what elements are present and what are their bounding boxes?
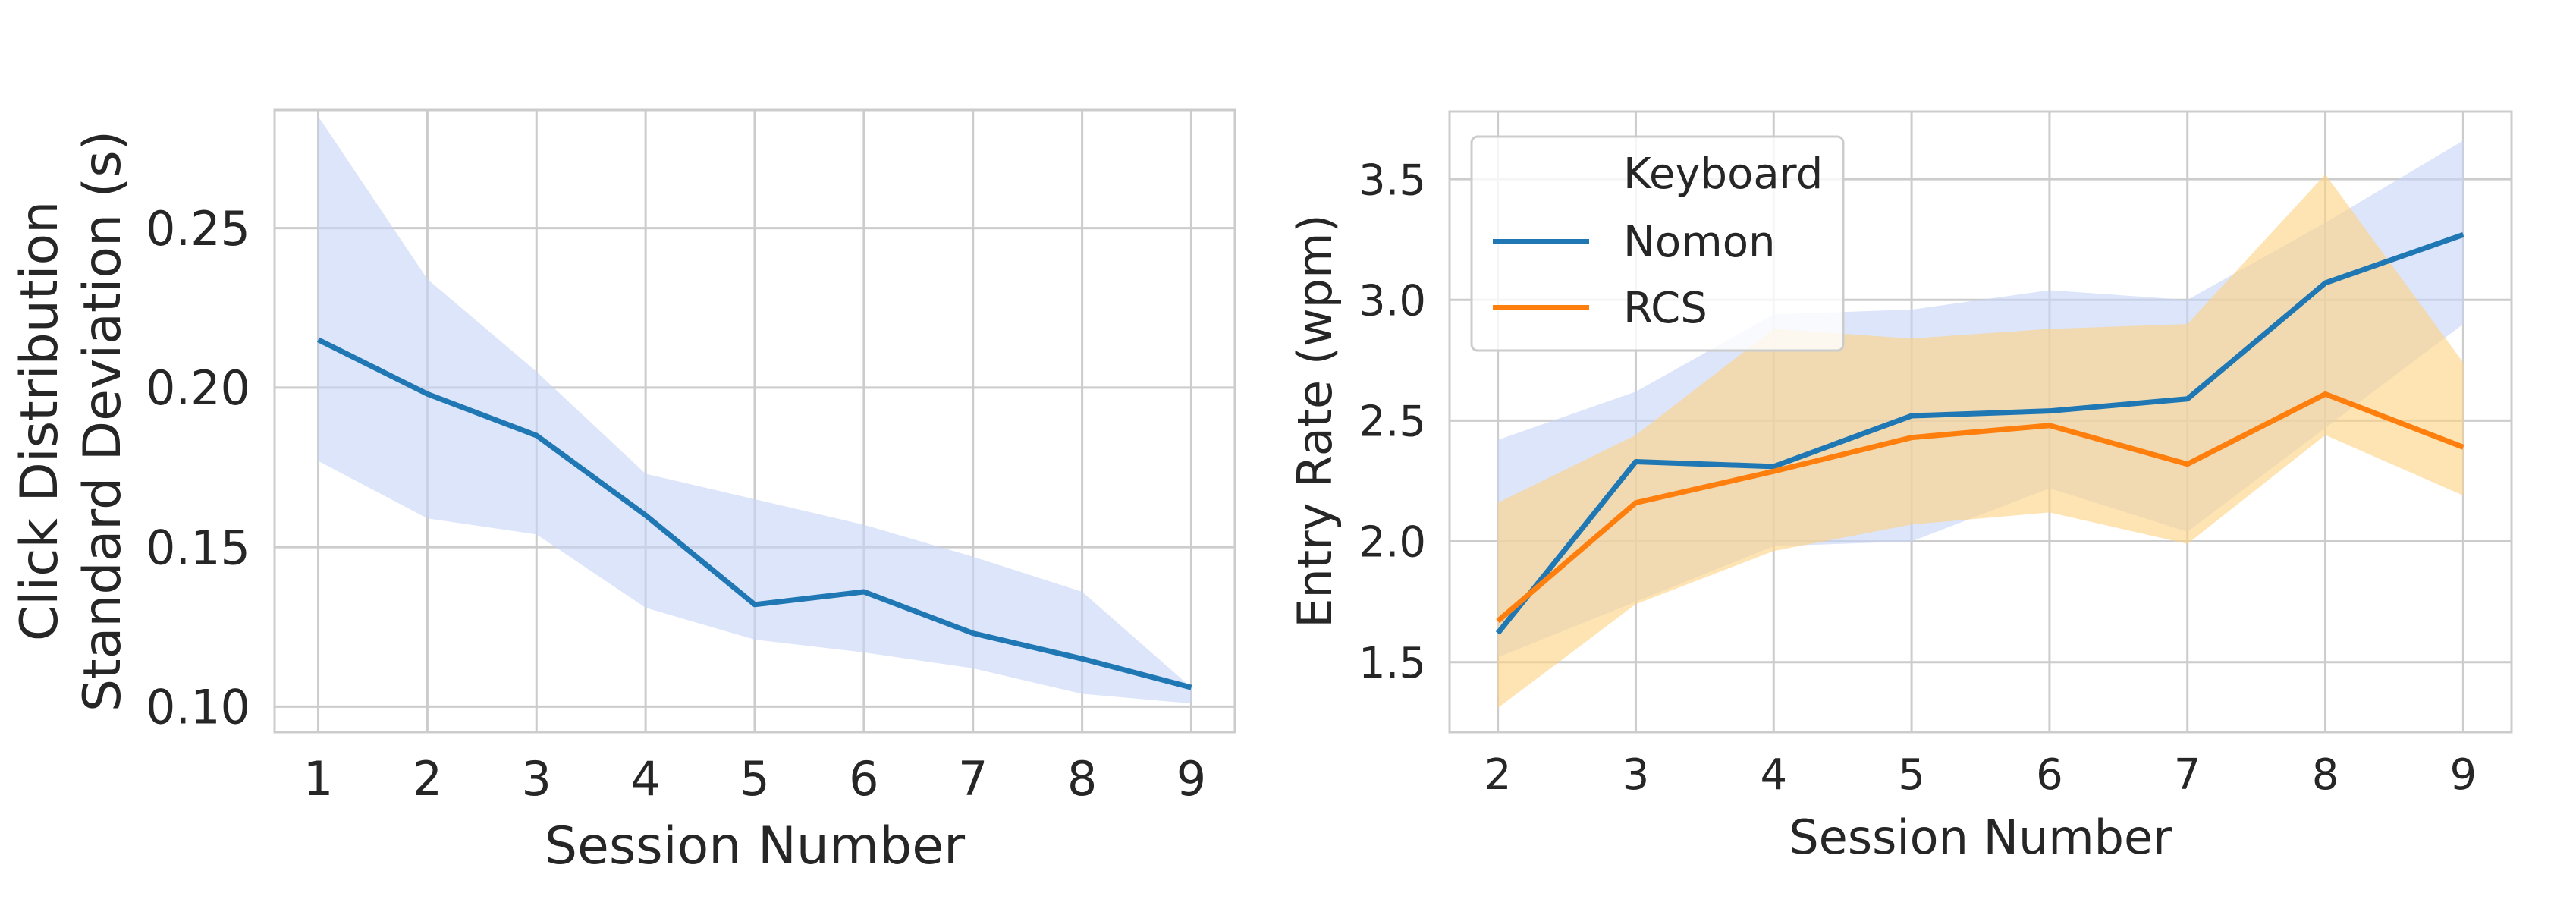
legend: Keyboard Nomon RCS [1470, 135, 1845, 352]
confidence-bands [318, 116, 1192, 704]
x-tick-label: 2 [1484, 750, 1512, 800]
y-tick-label: 0.15 [146, 520, 250, 575]
confidence-bands [1497, 140, 2464, 709]
legend-title: Keyboard [1623, 149, 1823, 199]
x-tick-label: 9 [1176, 751, 1206, 807]
series-lines [1495, 232, 2464, 635]
x-tick-label: 5 [740, 751, 769, 807]
x-tick-labels: 1 2 3 4 5 6 7 8 9 [303, 751, 1206, 807]
x-tick-label: 1 [303, 751, 333, 807]
y-tick-label: 0.20 [146, 360, 250, 416]
legend-label-nomon: Nomon [1623, 218, 1775, 267]
y-tick-label: 2.0 [1359, 518, 1426, 568]
x-axis-label: Session Number [1789, 810, 2172, 865]
x-tick-label: 4 [1760, 750, 1787, 800]
series-line-series-0 [316, 337, 1192, 690]
x-tick-label: 8 [2312, 750, 2339, 800]
legend-box [1470, 135, 1845, 352]
series-line-nomon [1495, 232, 2464, 635]
y-axis-label-line2: Standard Deviation (s) [73, 130, 133, 712]
legend-label-rcs: RCS [1623, 284, 1707, 333]
x-tick-label: 6 [2036, 750, 2063, 800]
x-tick-labels: 2 3 4 5 6 7 8 9 [1484, 750, 2477, 800]
y-tick-label: 3.5 [1359, 156, 1426, 205]
x-tick-label: 4 [630, 751, 660, 807]
series-lines [316, 337, 1192, 690]
y-tick-label: 2.5 [1359, 398, 1426, 447]
y-tick-label: 3.0 [1359, 276, 1426, 325]
y-tick-labels: 0.10 0.15 0.20 0.25 [146, 201, 250, 735]
y-tick-label: 0.10 [146, 680, 250, 735]
x-tick-label: 7 [958, 751, 988, 807]
y-axis-label-line1: Click Distribution [10, 201, 70, 641]
plot-frame [1448, 110, 2513, 734]
y-tick-label: 0.25 [146, 201, 250, 256]
x-tick-label: 3 [1623, 750, 1650, 800]
y-tick-labels: 1.5 2.0 2.5 3.0 3.5 [1359, 156, 1426, 688]
x-tick-label: 5 [1898, 750, 1925, 800]
x-axis-label: Session Number [545, 816, 965, 876]
x-tick-label: 2 [413, 751, 442, 807]
series-line-rcs [1496, 391, 2464, 624]
confidence-band-rcs [1497, 174, 2464, 709]
x-tick-label: 3 [522, 751, 551, 807]
y-tick-label: 1.5 [1359, 639, 1426, 688]
click-distribution-chart: 1 2 3 4 5 6 7 8 9 0.10 0.15 0.20 0.25 Session Numbe… [10, 108, 1236, 876]
y-axis-label: Entry Rate (wpm) [1287, 214, 1343, 627]
x-tick-label: 6 [849, 751, 878, 807]
confidence-band-series-0 [318, 116, 1192, 704]
plot-frame [273, 108, 1236, 734]
x-tick-label: 8 [1067, 751, 1097, 807]
x-tick-label: 9 [2450, 750, 2477, 800]
x-tick-label: 7 [2174, 750, 2201, 800]
